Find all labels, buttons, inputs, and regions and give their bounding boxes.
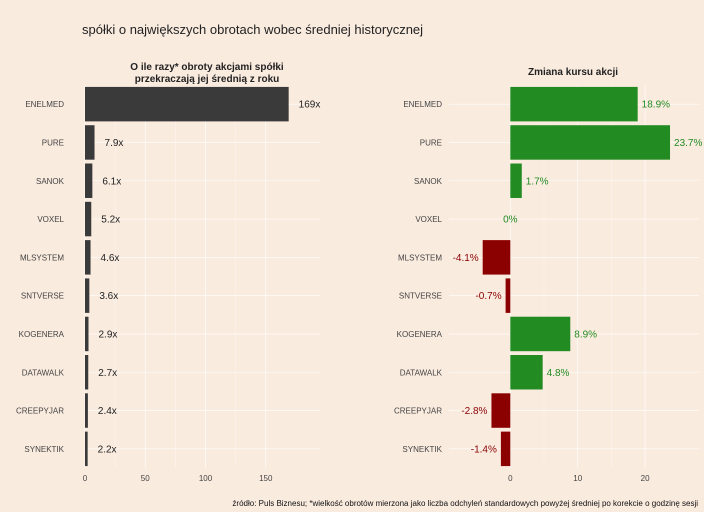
left-category-label: VOXEL xyxy=(37,215,64,224)
right-data-label: -2.8% xyxy=(461,406,487,417)
right-category-label: ENELMED xyxy=(403,100,442,109)
left-category-label: SYNEKTIK xyxy=(24,445,64,454)
left-bar xyxy=(85,278,90,313)
right-panel-title: Zmiana kursu akcji xyxy=(448,67,698,79)
left-x-tick-label: 150 xyxy=(259,474,273,483)
right-data-label: 4.8% xyxy=(547,368,570,379)
left-panel-title-line-1: O ile razy* obroty akcjami spółki xyxy=(130,62,284,73)
right-panel-title-line-1: Zmiana kursu akcji xyxy=(527,67,619,78)
right-category-label: DATAWALK xyxy=(400,368,443,377)
right-data-label: 23.7% xyxy=(674,138,702,149)
left-data-label: 2.4x xyxy=(98,406,117,417)
left-x-tick-label: 100 xyxy=(199,474,213,483)
right-x-tick-label: 10 xyxy=(573,474,582,483)
source-note: źródło: Puls Biznesu; *wielkość obrotów … xyxy=(232,499,698,508)
left-category-label: SANOK xyxy=(36,177,65,186)
right-bar xyxy=(510,355,543,390)
left-bar xyxy=(85,86,289,122)
left-bar xyxy=(85,125,95,160)
right-data-label: 18.9% xyxy=(642,100,670,111)
right-bar xyxy=(482,240,511,275)
right-category-label: SYNEKTIK xyxy=(402,445,442,454)
left-category-label: SNTVERSE xyxy=(21,292,64,301)
left-bar xyxy=(85,163,93,198)
left-category-label: ENELMED xyxy=(25,100,64,109)
right-data-label: -1.4% xyxy=(471,444,497,455)
left-panel-title: O ile razy* obroty akcjami spółki przekr… xyxy=(92,62,322,86)
left-bar xyxy=(85,240,91,275)
left-category-label: DATAWALK xyxy=(22,368,65,377)
left-category-label: PURE xyxy=(42,138,64,147)
left-bar xyxy=(85,431,88,467)
right-x-tick-label: 20 xyxy=(641,474,650,483)
left-category-label: CREEPYJAR xyxy=(16,407,64,416)
right-bar xyxy=(510,163,522,198)
right-category-label: CREEPYJAR xyxy=(394,407,442,416)
right-bar xyxy=(491,393,511,428)
left-data-label: 169x xyxy=(299,100,321,111)
left-bar xyxy=(85,355,89,390)
left-panel-title-line-2: przekraczają jej średnią z roku xyxy=(134,74,280,85)
right-data-label: -4.1% xyxy=(453,253,479,264)
main-title: spółki o największych obrotach wobec śre… xyxy=(82,22,424,37)
right-category-label: VOXEL xyxy=(415,215,442,224)
left-data-label: 4.6x xyxy=(101,253,120,264)
right-bar xyxy=(510,86,638,122)
right-data-label: 8.9% xyxy=(574,329,597,340)
right-category-label: MLSYSTEM xyxy=(398,253,442,262)
left-bar xyxy=(85,393,88,428)
left-data-label: 3.6x xyxy=(99,291,118,302)
left-category-label: MLSYSTEM xyxy=(20,253,64,262)
right-x-tick-label: 0 xyxy=(508,474,513,483)
right-bar xyxy=(510,316,571,352)
left-data-label: 6.1x xyxy=(102,176,121,187)
right-bar xyxy=(500,431,511,467)
right-data-label: -0.7% xyxy=(475,291,501,302)
left-data-label: 2.2x xyxy=(98,444,117,455)
right-bar xyxy=(505,278,511,313)
right-category-label: SNTVERSE xyxy=(399,292,442,301)
right-category-label: SANOK xyxy=(414,177,443,186)
left-category-label: KOGENERA xyxy=(19,330,65,339)
left-data-label: 2.7x xyxy=(98,368,117,379)
right-data-label: 1.7% xyxy=(526,176,549,187)
right-category-label: PURE xyxy=(420,138,442,147)
right-category-label: KOGENERA xyxy=(397,330,443,339)
left-data-label: 2.9x xyxy=(98,329,117,340)
left-x-tick-label: 50 xyxy=(141,474,150,483)
left-bar xyxy=(85,316,89,352)
left-x-tick-label: 0 xyxy=(83,474,88,483)
right-data-label: 0% xyxy=(503,215,518,226)
left-data-label: 5.2x xyxy=(101,215,120,226)
right-bar xyxy=(510,125,671,160)
left-data-label: 7.9x xyxy=(105,138,124,149)
left-bar xyxy=(85,201,92,237)
